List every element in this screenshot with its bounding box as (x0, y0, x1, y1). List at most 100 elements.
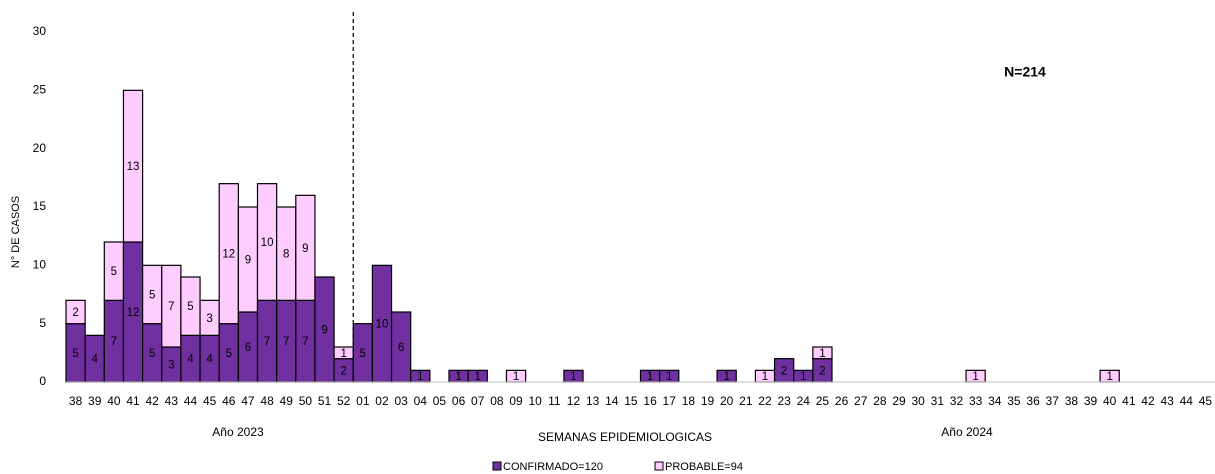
value-label: 5 (72, 348, 78, 360)
value-label: 1 (666, 371, 672, 383)
value-label: 7 (168, 301, 174, 313)
x-tick-label: 38 (69, 394, 83, 408)
total-annotation: N=214 (1004, 64, 1046, 80)
x-tick-label: 29 (892, 394, 906, 408)
value-label: 5 (226, 348, 232, 360)
y-tick-label: 20 (33, 141, 47, 155)
x-tick-label: 19 (701, 394, 715, 408)
value-label: 4 (92, 354, 99, 366)
value-label: 5 (187, 301, 193, 313)
x-tick-label: 44 (184, 394, 198, 408)
x-tick-label: 34 (988, 394, 1002, 408)
x-tick-label: 47 (241, 394, 255, 408)
x-tick-label: 17 (663, 394, 677, 408)
x-tick-label: 39 (88, 394, 102, 408)
y-tick-label: 15 (33, 199, 47, 213)
value-label: 9 (321, 325, 327, 337)
x-tick-label: 23 (777, 394, 791, 408)
y-tick-label: 25 (33, 83, 47, 97)
value-label: 4 (187, 354, 194, 366)
x-axis-label: SEMANAS EPIDEMIOLOGICAS (538, 430, 712, 444)
x-tick-label: 33 (969, 394, 983, 408)
value-label: 8 (283, 249, 289, 261)
x-tick-label: 11 (548, 394, 561, 408)
x-tick-label: 41 (126, 394, 140, 408)
value-label: 12 (222, 249, 235, 261)
y-tick-label: 30 (33, 24, 47, 38)
value-label: 1 (819, 348, 825, 360)
value-label: 1 (723, 371, 729, 383)
x-tick-label: 20 (720, 394, 734, 408)
x-tick-label: 50 (299, 394, 313, 408)
x-tick-label: 16 (643, 394, 657, 408)
value-label: 2 (781, 365, 787, 377)
x-tick-label: 41 (1122, 394, 1136, 408)
x-tick-label: 43 (165, 394, 179, 408)
x-tick-label: 18 (682, 394, 696, 408)
x-tick-label: 25 (816, 394, 830, 408)
value-label: 7 (264, 336, 270, 348)
x-tick-label: 24 (797, 394, 811, 408)
x-tick-label: 10 (528, 394, 542, 408)
value-label: 5 (111, 266, 117, 278)
value-label: 4 (206, 354, 213, 366)
y-tick-label: 10 (33, 258, 47, 272)
x-tick-label: 42 (1141, 394, 1155, 408)
legend-swatch (492, 461, 502, 471)
x-tick-label: 52 (337, 394, 351, 408)
value-label: 6 (245, 342, 251, 354)
value-label: 7 (302, 336, 308, 348)
x-tick-label: 03 (394, 394, 408, 408)
value-label: 1 (1106, 371, 1112, 383)
value-label: 12 (127, 307, 140, 319)
x-tick-label: 38 (1065, 394, 1079, 408)
value-label: 10 (261, 237, 274, 249)
x-tick-label: 36 (1026, 394, 1040, 408)
x-tick-label: 01 (356, 394, 370, 408)
value-label: 1 (513, 371, 519, 383)
y-tick-label: 0 (39, 374, 46, 388)
legend-swatch (654, 461, 664, 471)
x-tick-label: 48 (260, 394, 274, 408)
x-tick-label: 40 (107, 394, 121, 408)
x-tick-label: 22 (758, 394, 772, 408)
year-label: Año 2024 (941, 425, 993, 439)
x-tick-label: 14 (605, 394, 619, 408)
y-tick-label: 5 (39, 316, 46, 330)
value-label: 2 (819, 365, 825, 377)
value-label: 1 (972, 371, 978, 383)
value-label: 9 (245, 255, 251, 267)
x-tick-label: 45 (203, 394, 217, 408)
value-label: 2 (72, 307, 78, 319)
x-tick-label: 02 (375, 394, 389, 408)
x-tick-label: 26 (835, 394, 849, 408)
x-tick-label: 51 (318, 394, 332, 408)
value-label: 7 (283, 336, 289, 348)
x-tick-label: 21 (739, 394, 753, 408)
x-tick-label: 06 (452, 394, 466, 408)
x-tick-label: 35 (1007, 394, 1021, 408)
x-tick-label: 04 (414, 394, 428, 408)
x-tick-label: 08 (490, 394, 504, 408)
year-label: Año 2023 (212, 425, 264, 439)
value-label: 2 (340, 365, 346, 377)
value-label: 5 (149, 348, 155, 360)
value-label: 1 (800, 371, 806, 383)
value-label: 10 (376, 319, 389, 331)
value-label: 7 (111, 336, 117, 348)
legend-label: CONFIRMADO=120 (503, 461, 603, 473)
value-label: 1 (417, 371, 423, 383)
value-label: 3 (168, 360, 174, 372)
x-tick-label: 09 (509, 394, 523, 408)
x-tick-label: 15 (624, 394, 638, 408)
value-label: 5 (149, 290, 155, 302)
x-tick-label: 37 (1046, 394, 1060, 408)
x-tick-label: 46 (222, 394, 236, 408)
value-label: 1 (455, 371, 461, 383)
x-tick-label: 40 (1103, 394, 1117, 408)
x-tick-label: 45 (1199, 394, 1213, 408)
x-tick-label: 13 (586, 394, 600, 408)
value-label: 9 (302, 243, 308, 255)
x-tick-label: 49 (280, 394, 294, 408)
value-label: 1 (570, 371, 576, 383)
